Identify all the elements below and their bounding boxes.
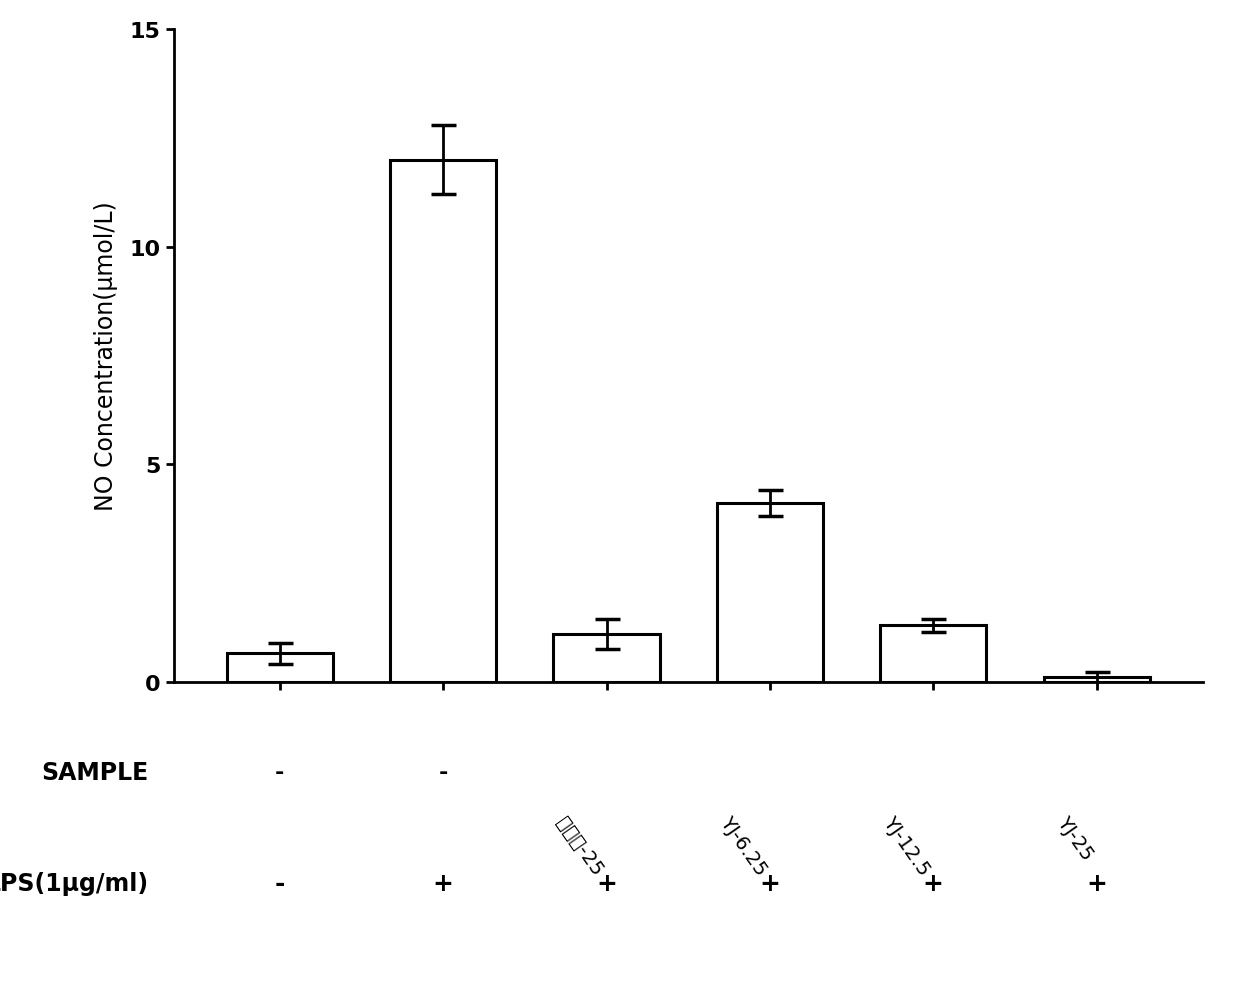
Text: +: + (596, 871, 618, 895)
Text: YJ-25: YJ-25 (1053, 812, 1096, 864)
Bar (717, 504, 823, 682)
Text: 穿心莲-25: 穿心莲-25 (552, 812, 606, 879)
Text: SAMPLE: SAMPLE (42, 760, 149, 784)
Bar (880, 626, 986, 682)
Text: +: + (759, 871, 780, 895)
Y-axis label: NO Concentration(μmol/L): NO Concentration(μmol/L) (94, 202, 118, 511)
Bar (1044, 678, 1149, 682)
Bar (391, 160, 496, 682)
Text: -: - (275, 762, 284, 782)
Text: LPS(1μg/ml): LPS(1μg/ml) (0, 871, 149, 895)
Text: +: + (1086, 871, 1107, 895)
Text: +: + (433, 871, 454, 895)
Text: -: - (274, 871, 285, 895)
Text: YJ-12.5: YJ-12.5 (879, 812, 934, 879)
Text: YJ-6.25: YJ-6.25 (715, 812, 770, 879)
Bar (553, 634, 660, 682)
Text: -: - (439, 762, 448, 782)
Text: +: + (923, 871, 944, 895)
Bar (227, 654, 332, 682)
